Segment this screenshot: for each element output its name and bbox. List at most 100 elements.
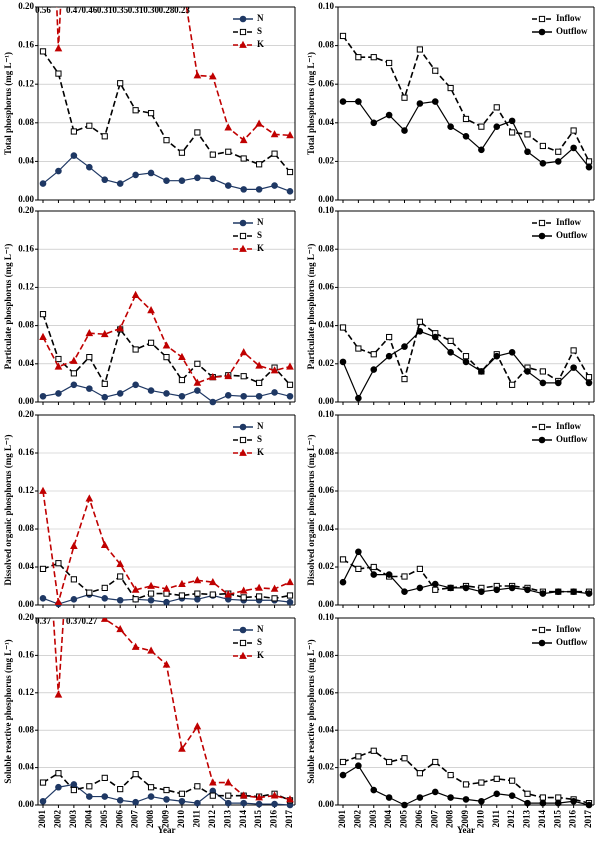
point bbox=[401, 801, 408, 809]
x-tick-label: 2004 bbox=[383, 810, 393, 829]
point bbox=[40, 456, 46, 462]
panel: 0.00 0.04 0.08 0.12 0.16 0.20 Particulate phos… bbox=[3, 205, 296, 406]
point bbox=[431, 788, 439, 796]
series-line bbox=[42, 293, 291, 384]
y-tick-label: 0.00 bbox=[318, 799, 334, 809]
x-tick-label: 2007 bbox=[429, 810, 439, 829]
value-label: 0.37 bbox=[66, 616, 82, 626]
point bbox=[524, 131, 531, 138]
point bbox=[585, 379, 593, 387]
legend-label: S bbox=[257, 230, 262, 240]
point bbox=[447, 794, 454, 801]
point bbox=[256, 593, 263, 600]
x-tick-label: 2010 bbox=[176, 810, 186, 829]
point bbox=[585, 590, 593, 597]
legend-label: K bbox=[257, 650, 264, 660]
y-axis-label: Dissolved organic phosphorus (mg L⁻¹) bbox=[306, 435, 316, 586]
point bbox=[355, 345, 362, 352]
point bbox=[447, 584, 454, 592]
point bbox=[554, 588, 562, 596]
point bbox=[447, 123, 454, 130]
point bbox=[524, 790, 531, 797]
point bbox=[55, 355, 62, 363]
y-tick-label: 0.06 bbox=[318, 687, 334, 697]
point bbox=[447, 771, 454, 779]
point bbox=[509, 129, 516, 136]
point bbox=[178, 744, 186, 752]
point bbox=[116, 559, 125, 568]
point bbox=[462, 353, 470, 360]
point bbox=[416, 770, 423, 777]
series-line bbox=[342, 35, 590, 162]
y-tick-label: 0.00 bbox=[18, 599, 34, 609]
point bbox=[370, 747, 377, 754]
point bbox=[101, 595, 109, 602]
y-axis-label: Total phosphorus (mg L⁻¹) bbox=[306, 52, 316, 155]
legend-marker bbox=[538, 232, 546, 240]
point bbox=[462, 133, 470, 140]
point bbox=[256, 161, 263, 168]
point bbox=[416, 318, 423, 325]
plot-area bbox=[339, 32, 593, 171]
point bbox=[585, 163, 593, 171]
point bbox=[39, 392, 47, 400]
point bbox=[416, 565, 423, 572]
y-tick-label: 0.06 bbox=[318, 78, 334, 88]
point bbox=[224, 799, 232, 807]
value-label: 0.46 bbox=[81, 5, 97, 15]
x-tick-label: 2013 bbox=[222, 810, 232, 829]
point bbox=[339, 578, 347, 586]
point bbox=[132, 107, 139, 114]
legend-marker bbox=[239, 28, 247, 36]
point bbox=[355, 98, 362, 105]
point bbox=[416, 328, 424, 335]
point bbox=[132, 798, 139, 806]
point bbox=[339, 324, 347, 331]
point bbox=[240, 373, 247, 380]
point bbox=[178, 352, 186, 361]
legend-label: K bbox=[257, 39, 264, 49]
y-tick-label: 0.08 bbox=[318, 447, 334, 457]
point bbox=[416, 100, 424, 107]
y-tick-label: 0.20 bbox=[18, 409, 34, 419]
plot-area bbox=[39, 7, 294, 195]
point bbox=[224, 778, 233, 786]
y-tick-label: 0.00 bbox=[18, 194, 34, 204]
point bbox=[116, 324, 125, 332]
point bbox=[478, 123, 485, 130]
y-tick-label: 0.06 bbox=[318, 485, 334, 495]
point bbox=[462, 358, 470, 366]
point bbox=[386, 333, 393, 341]
point bbox=[163, 354, 170, 361]
value-label: 0.47 bbox=[66, 5, 82, 15]
x-tick-label: 2005 bbox=[99, 810, 109, 829]
point bbox=[117, 80, 124, 87]
point bbox=[416, 584, 424, 592]
point bbox=[286, 381, 294, 388]
x-tick-label: 2002 bbox=[352, 810, 362, 829]
point bbox=[508, 349, 516, 356]
y-axis-label: Particulate phosphorus (mg L⁻¹) bbox=[3, 244, 13, 370]
point bbox=[432, 586, 439, 593]
point bbox=[239, 135, 248, 144]
point bbox=[271, 800, 278, 808]
point bbox=[385, 794, 393, 801]
point bbox=[585, 158, 593, 165]
point bbox=[116, 390, 124, 397]
point bbox=[132, 596, 139, 603]
point bbox=[54, 362, 63, 370]
point bbox=[101, 133, 108, 140]
legend-marker bbox=[538, 15, 546, 23]
point bbox=[255, 793, 263, 801]
point bbox=[355, 54, 362, 61]
point bbox=[493, 790, 501, 798]
point bbox=[370, 351, 377, 358]
point bbox=[101, 176, 109, 184]
point bbox=[240, 392, 247, 400]
plot-area bbox=[339, 318, 593, 402]
y-tick-label: 0.10 bbox=[318, 205, 334, 215]
legend-label: Inflow bbox=[556, 421, 582, 431]
plot-area bbox=[39, 290, 294, 406]
point bbox=[86, 793, 93, 800]
panel: 0.00 0.02 0.04 0.06 0.08 0.10 Dissolved organi… bbox=[306, 409, 595, 609]
